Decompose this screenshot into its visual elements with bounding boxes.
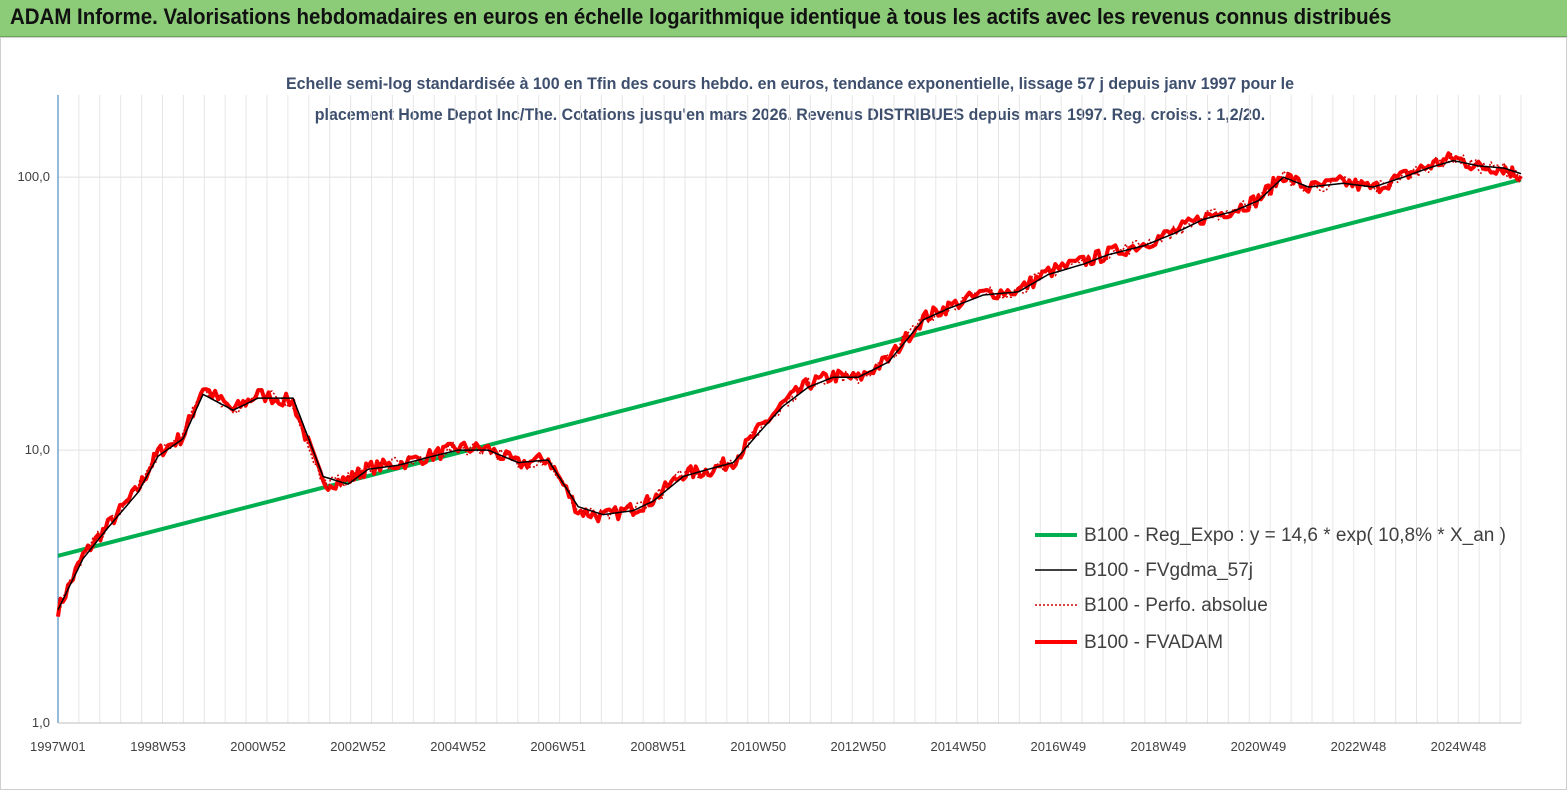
legend-label-perfo-absolue: B100 - Perfo. absolue <box>1084 595 1268 616</box>
x-tick-label: 2018W49 <box>1131 739 1187 754</box>
header-title: ADAM Informe. Valorisations hebdomadaire… <box>10 4 1392 29</box>
x-tick-label: 2000W52 <box>230 739 286 754</box>
y-tick-label: 1,0 <box>32 715 50 730</box>
series-reg-expo <box>57 177 1522 558</box>
x-tick-label: 2006W51 <box>530 739 586 754</box>
legend-label-reg-expo: B100 - Reg_Expo : y = 14,6 * exp( 10,8% … <box>1084 525 1506 546</box>
x-tick-label: 2020W49 <box>1231 739 1287 754</box>
x-tick-label: 2002W52 <box>330 739 386 754</box>
legend-label-fvgdma-57j: B100 - FVgdma_57j <box>1084 560 1253 581</box>
x-tick-label: 2024W48 <box>1431 739 1487 754</box>
series-fvgdma-57j <box>57 159 1522 611</box>
x-tick-label: 2008W51 <box>630 739 686 754</box>
legend-label-fvadam: B100 - FVADAM <box>1084 632 1223 653</box>
x-tick-label: 1997W01 <box>30 739 86 754</box>
x-tick-label: 1998W53 <box>130 739 186 754</box>
series-perfo-absolue <box>57 151 1522 612</box>
x-tick-label: 2004W52 <box>430 739 486 754</box>
x-tick-label: 2010W50 <box>730 739 786 754</box>
x-tick-label: 2016W49 <box>1031 739 1087 754</box>
y-tick-label: 10,0 <box>25 442 50 457</box>
x-tick-label: 2012W50 <box>830 739 886 754</box>
chart-frame <box>0 37 1567 790</box>
header-bar: ADAM Informe. Valorisations hebdomadaire… <box>0 0 1567 37</box>
chart-title-line-1: Echelle semi-log standardisée à 100 en T… <box>286 74 1294 93</box>
x-tick-label: 2014W50 <box>930 739 986 754</box>
x-tick-label: 2022W48 <box>1331 739 1387 754</box>
y-tick-label: 100,0 <box>17 169 50 184</box>
